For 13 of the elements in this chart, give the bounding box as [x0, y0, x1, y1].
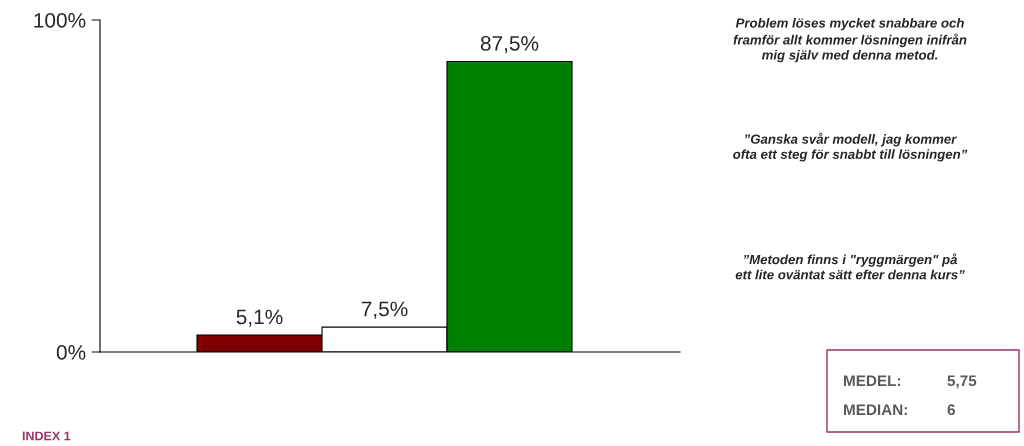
text: ”Metoden finns i "ryggmärgen" på ett lite oväntat sätt efter denna kurs”	[735, 253, 965, 280]
data-label: 7,5%	[361, 301, 408, 319]
text: Problem löses mycket snabbare och framför allt kommer lösningen inifrån mig själv med denna metod.	[733, 17, 967, 63]
data-label: 87,5%	[480, 35, 539, 54]
text: INDEX 1	[22, 431, 71, 441]
y-tick-label: 100%	[34, 13, 86, 28]
text: 5,75	[947, 375, 977, 389]
text: 6	[947, 404, 955, 416]
text: MEDEL:	[844, 375, 901, 386]
text: MEDIAN:	[844, 404, 907, 415]
text: ”Ganska svår modell, jag kommer ofta ett steg för snabbt till lösningen”	[733, 132, 968, 162]
data-label: 5,1%	[236, 309, 283, 327]
y-tick-label: 0%	[56, 345, 86, 360]
